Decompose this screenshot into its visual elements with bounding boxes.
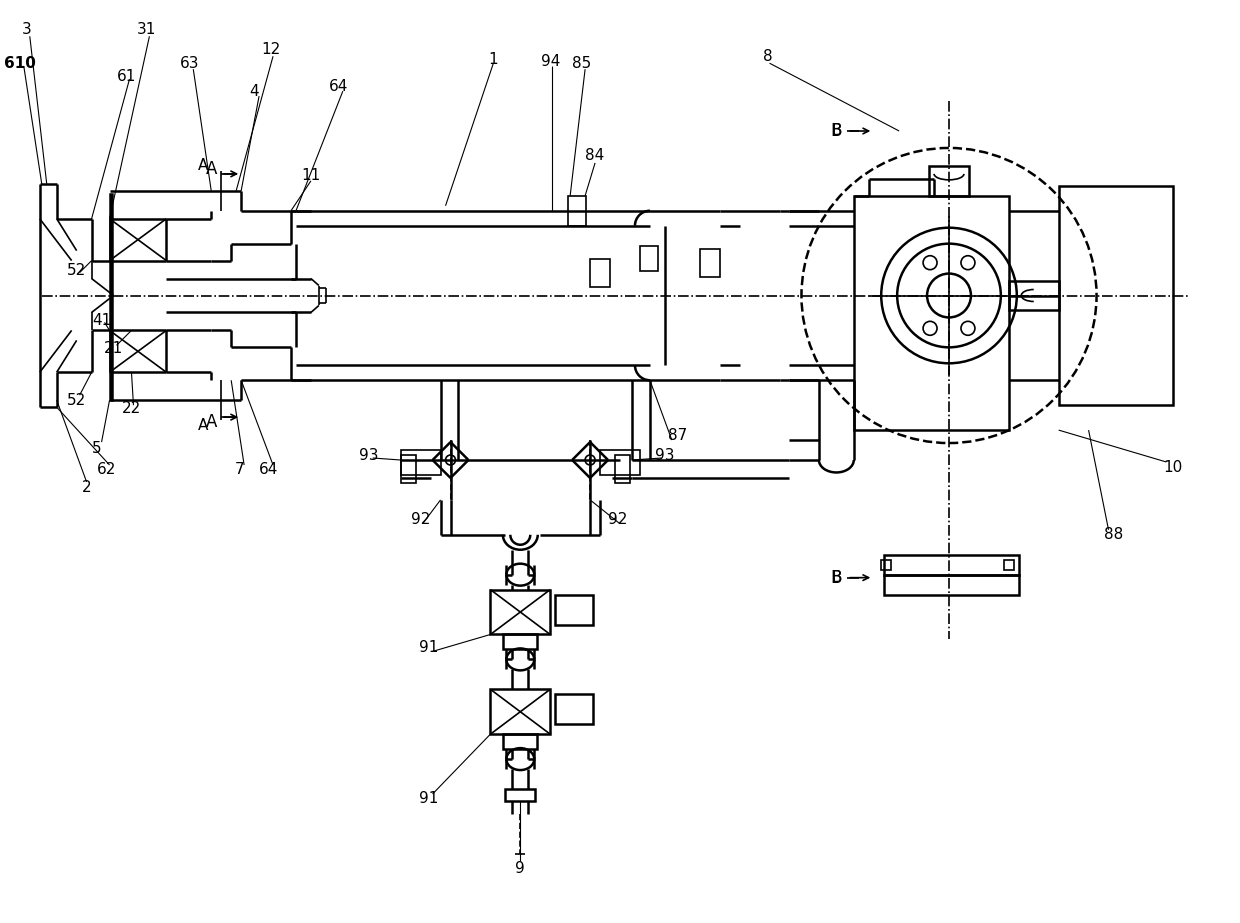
Bar [699,248,719,277]
Text: 64: 64 [259,462,279,477]
Text: 41: 41 [92,313,112,328]
Bar [640,246,658,270]
Bar [490,590,551,634]
Bar [600,450,640,475]
Text: 10: 10 [1163,461,1183,475]
Bar [401,450,440,475]
Text: B: B [831,122,842,140]
Text: A: A [198,159,208,174]
Bar [401,455,415,483]
Text: 610: 610 [4,55,36,71]
Text: 11: 11 [301,168,321,184]
Text: A: A [206,414,217,431]
Bar [854,196,1009,430]
Bar [506,789,536,801]
Text: 62: 62 [97,462,117,477]
Text: 3: 3 [22,22,32,37]
Text: 12: 12 [262,42,280,56]
Bar [109,194,112,401]
Bar [929,166,968,196]
Bar [490,689,551,734]
Bar [590,258,610,286]
Text: 84: 84 [585,149,605,163]
Bar [503,734,537,749]
Bar [556,694,593,725]
Text: 93: 93 [655,448,675,462]
Text: 93: 93 [360,448,378,462]
Text: 64: 64 [329,78,348,93]
Text: 52: 52 [67,392,87,408]
Bar [884,555,1019,575]
Text: 7: 7 [234,462,244,477]
Text: 61: 61 [117,68,136,84]
Text: B: B [831,569,842,587]
Bar [503,634,537,650]
Bar [884,575,1019,594]
Bar [882,559,892,569]
Text: 21: 21 [104,341,123,356]
Text: 8: 8 [763,49,773,64]
Text: 92: 92 [410,512,430,527]
Text: A: A [206,160,217,178]
Bar [615,455,630,483]
Text: 1: 1 [489,52,498,66]
Text: 87: 87 [668,427,687,443]
Text: 2: 2 [82,480,92,496]
Text: 91: 91 [419,792,438,807]
Text: 85: 85 [573,55,591,71]
Text: B: B [831,124,842,138]
Bar [1009,281,1059,310]
Text: 94: 94 [541,54,560,68]
Bar [568,196,587,226]
Text: 91: 91 [419,640,438,655]
Text: A: A [198,417,208,433]
Text: 5: 5 [92,440,102,456]
Bar [1004,559,1014,569]
Bar [1059,186,1173,405]
Bar [556,594,593,625]
Text: 4: 4 [249,84,259,99]
Text: B: B [831,570,842,585]
Text: 88: 88 [1104,527,1123,543]
Text: 63: 63 [180,55,200,71]
Text: 52: 52 [67,263,87,278]
Text: 92: 92 [609,512,627,527]
Text: 9: 9 [516,861,526,876]
Text: 31: 31 [136,22,156,37]
Text: 22: 22 [122,401,141,415]
